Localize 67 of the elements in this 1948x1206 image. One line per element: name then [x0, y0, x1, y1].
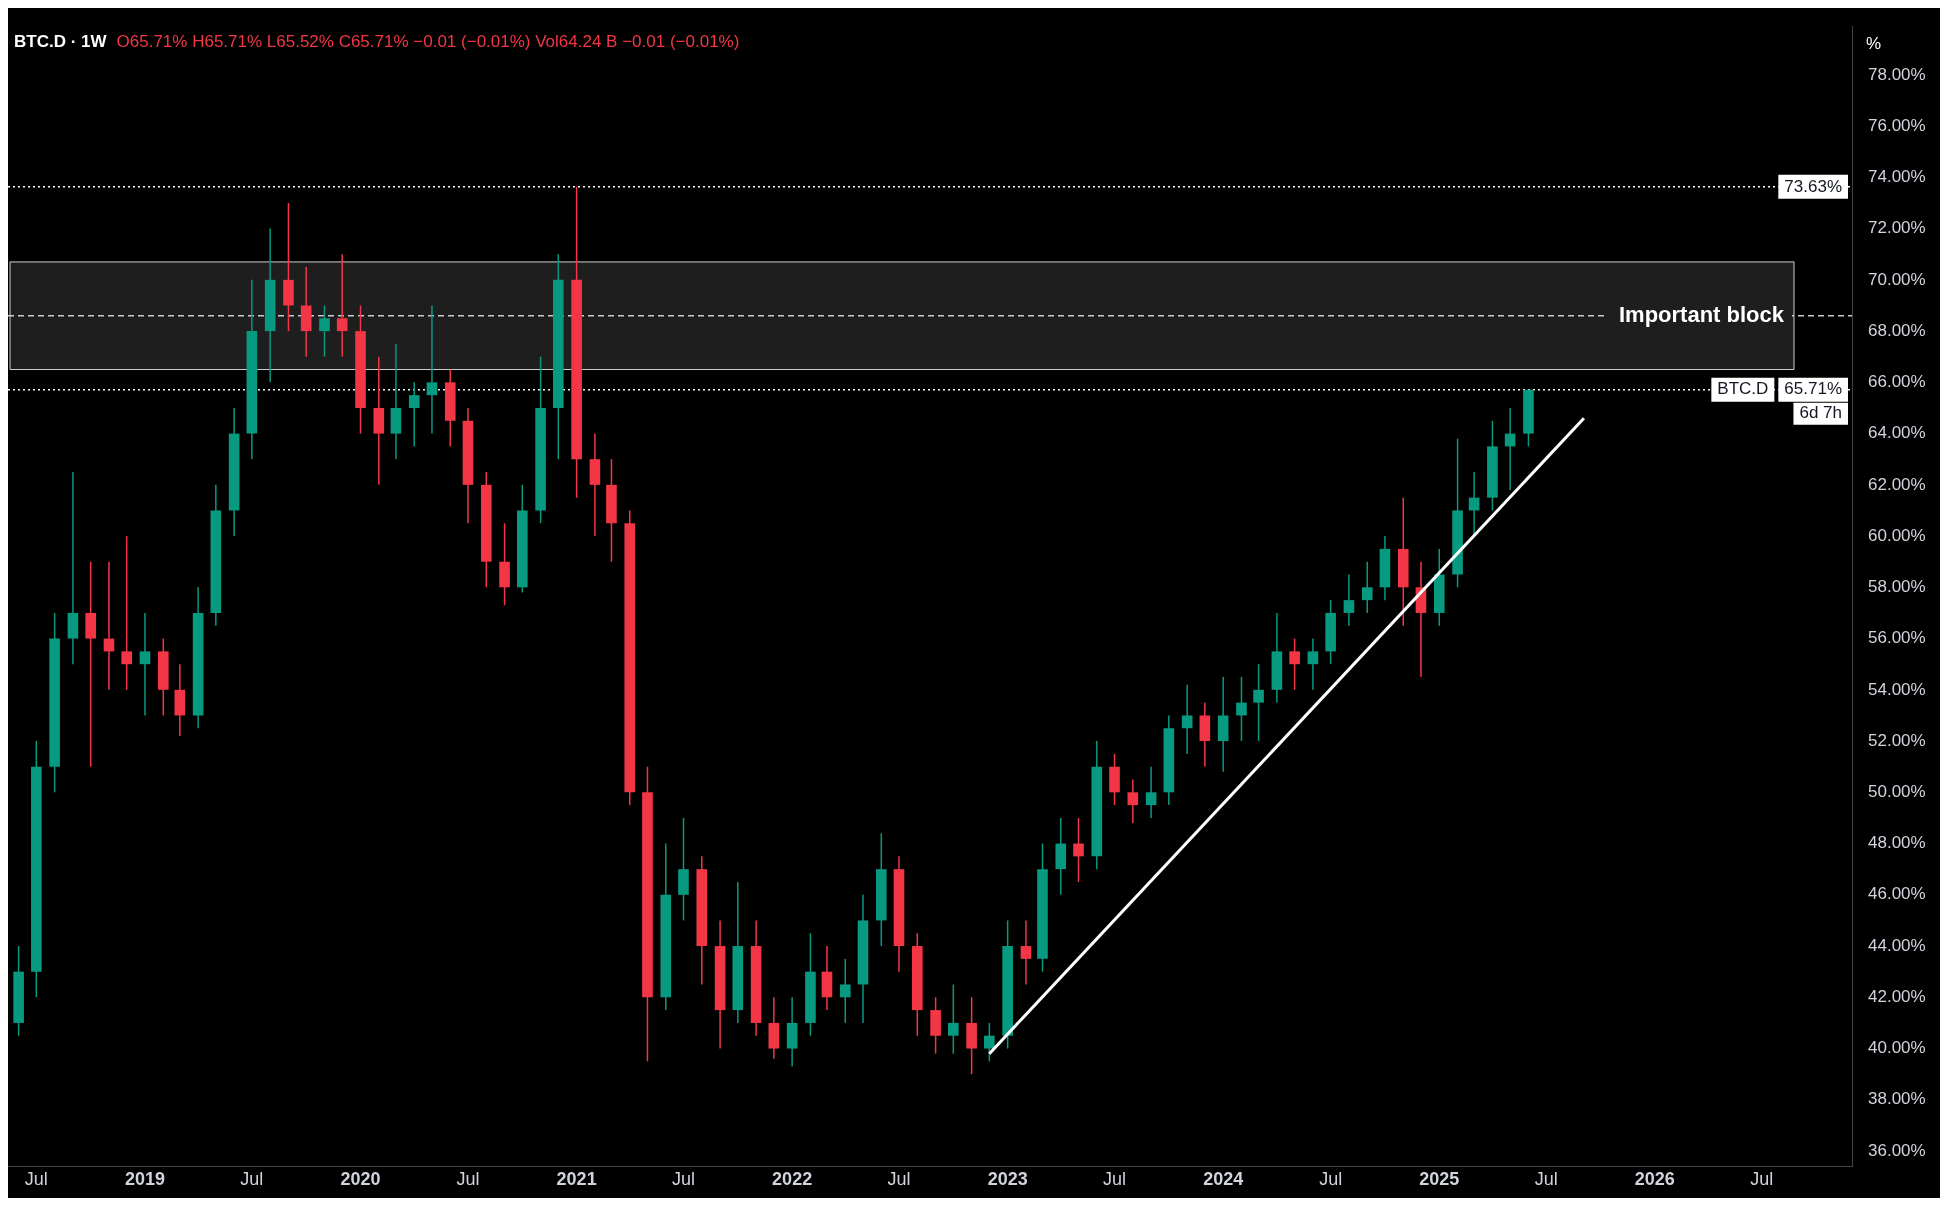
candlestick	[984, 1022, 995, 1063]
candlestick	[1361, 560, 1373, 614]
annotation: BTC.D	[1717, 379, 1769, 399]
y-tick-label: 72.00%	[1868, 218, 1926, 238]
x-tick-label: Jul	[240, 1169, 264, 1190]
x-tick-label: 2024	[1203, 1169, 1244, 1190]
y-tick-label: 38.00%	[1868, 1089, 1926, 1109]
candlestick	[336, 253, 348, 358]
candlestick	[426, 304, 438, 435]
candlestick	[948, 983, 959, 1055]
candlestick	[1020, 919, 1032, 986]
candlestick	[1181, 683, 1193, 755]
y-tick-label: 52.00%	[1868, 730, 1926, 750]
y-tick-label: 36.00%	[1868, 1140, 1926, 1160]
y-tick-label: 58.00%	[1868, 577, 1926, 597]
y-tick-label: 60.00%	[1868, 525, 1926, 545]
x-tick-label: Jul	[456, 1169, 480, 1190]
y-tick-label: 66.00%	[1868, 372, 1926, 392]
y-tick-label: 48.00%	[1868, 833, 1926, 853]
candlestick	[1236, 676, 1247, 742]
y-tick-label: 40.00%	[1868, 1038, 1926, 1058]
y-tick-label: 74.00%	[1868, 167, 1926, 187]
y-tick-label: 42.00%	[1868, 986, 1926, 1006]
y-tick-label: 46.00%	[1868, 884, 1926, 904]
annotation: 6d 7h	[1799, 403, 1843, 423]
text: %	[1866, 33, 1882, 53]
chart-subtitle: O65.71% H65.71% L65.52% C65.71% −0.01 (−0.01%) Vol64.24 B −0.01 (−0.01%)	[116, 31, 740, 51]
y-tick-label: 50.00%	[1868, 782, 1926, 801]
x-tick-label: Jul	[887, 1169, 911, 1190]
y-tick-label: 64.00%	[1868, 423, 1926, 443]
y-tick-label: 54.00%	[1868, 679, 1926, 699]
x-tick-label: 2025	[1419, 1169, 1460, 1190]
x-tick-label: Jul	[1319, 1169, 1343, 1190]
y-tick-label: 68.00%	[1868, 320, 1926, 340]
x-tick-label: Jul	[1750, 1169, 1774, 1190]
candlestick	[139, 612, 151, 717]
x-tick-label: 2026	[1634, 1169, 1675, 1190]
y-tick-label: 62.00%	[1868, 474, 1926, 494]
y-tick-label: 44.00%	[1868, 935, 1926, 955]
candlestick	[1343, 573, 1355, 627]
x-tick-label: 2022	[772, 1169, 813, 1190]
x-tick-label: 2023	[987, 1169, 1028, 1190]
candlestick	[1145, 765, 1157, 819]
candlestick	[319, 304, 330, 358]
band-label: Important block	[1618, 301, 1785, 327]
x-tick-label: Jul	[1534, 1169, 1558, 1190]
x-tick-label: 2020	[340, 1169, 381, 1190]
candlestick	[1127, 778, 1139, 824]
candlestick	[839, 958, 851, 1024]
x-tick-label: Jul	[1103, 1169, 1127, 1190]
y-tick-label: 56.00%	[1868, 628, 1926, 648]
candlestick	[1289, 637, 1300, 691]
y-tick-label: 76.00%	[1868, 115, 1926, 135]
x-tick-label: 2021	[556, 1169, 597, 1190]
candlestick	[408, 381, 420, 448]
x-tick-label: Jul	[671, 1169, 695, 1190]
x-tick-label: 2019	[124, 1169, 166, 1190]
y-tick-label: 70.00%	[1868, 269, 1926, 289]
candlestick	[1307, 637, 1319, 691]
candlestick	[1253, 663, 1264, 742]
candlestick	[121, 535, 132, 691]
x-tick-label: Jul	[24, 1169, 48, 1190]
chart-title: BTC.D · 1W	[14, 31, 108, 51]
ref-line-label: 73.63%	[1784, 176, 1843, 196]
y-tick-label: 78.00%	[1868, 64, 1926, 84]
ref-line-label: 65.71%	[1784, 379, 1843, 399]
candlestick	[1073, 817, 1084, 883]
